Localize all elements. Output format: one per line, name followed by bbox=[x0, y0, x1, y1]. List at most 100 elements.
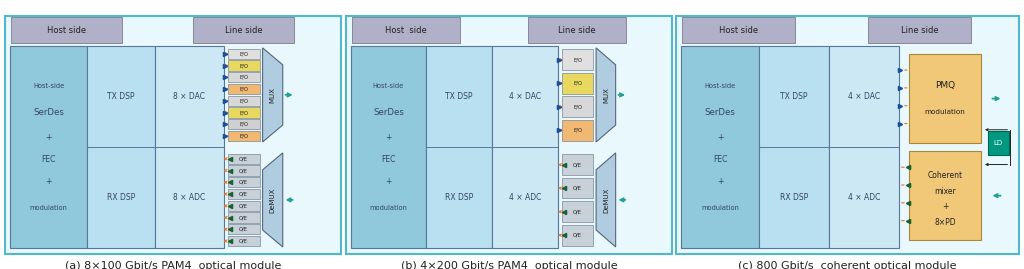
Bar bbox=[562, 201, 593, 222]
Bar bbox=[562, 225, 593, 246]
Bar bbox=[227, 154, 259, 164]
Text: E/O: E/O bbox=[573, 57, 582, 62]
Text: DeMUX: DeMUX bbox=[269, 187, 275, 213]
Text: E/O: E/O bbox=[239, 51, 248, 56]
Text: Host-side: Host-side bbox=[705, 83, 736, 90]
Bar bbox=[227, 224, 259, 235]
Text: +: + bbox=[717, 177, 723, 186]
Bar bbox=[227, 177, 259, 187]
Bar bbox=[988, 131, 1009, 155]
Bar bbox=[562, 49, 593, 70]
Text: RX DSP: RX DSP bbox=[108, 193, 135, 202]
Text: RX DSP: RX DSP bbox=[444, 193, 473, 202]
Bar bbox=[227, 131, 259, 141]
Text: (c) 800 Gbit/s  coherent optical module: (c) 800 Gbit/s coherent optical module bbox=[738, 261, 956, 269]
Text: modulation: modulation bbox=[701, 205, 739, 211]
Text: Host-side: Host-side bbox=[373, 83, 404, 90]
Text: PMQ: PMQ bbox=[935, 81, 955, 90]
Text: MUX: MUX bbox=[603, 87, 609, 103]
Bar bbox=[227, 72, 259, 83]
Text: E/O: E/O bbox=[239, 122, 248, 127]
Text: E/O: E/O bbox=[239, 75, 248, 80]
Bar bbox=[682, 17, 796, 43]
Text: O/E: O/E bbox=[573, 186, 582, 191]
Text: 8 × DAC: 8 × DAC bbox=[173, 92, 206, 101]
Text: Host-side: Host-side bbox=[33, 83, 65, 90]
Bar bbox=[10, 46, 87, 248]
Text: +: + bbox=[385, 133, 391, 141]
Bar bbox=[227, 49, 259, 59]
Text: Line side: Line side bbox=[225, 26, 262, 35]
Bar bbox=[156, 46, 223, 248]
Text: O/E: O/E bbox=[239, 180, 248, 185]
Bar bbox=[562, 96, 593, 117]
Text: RX DSP: RX DSP bbox=[780, 193, 808, 202]
Text: LD: LD bbox=[993, 140, 1002, 146]
Bar bbox=[227, 212, 259, 223]
Text: Coherent: Coherent bbox=[928, 171, 963, 180]
Bar bbox=[227, 84, 259, 94]
Bar bbox=[829, 46, 899, 248]
Polygon shape bbox=[596, 153, 615, 247]
Text: modulation: modulation bbox=[30, 205, 68, 211]
Bar bbox=[562, 178, 593, 199]
Text: FEC: FEC bbox=[381, 155, 395, 164]
Text: Host  side: Host side bbox=[385, 26, 427, 35]
Bar bbox=[227, 189, 259, 199]
Text: Line side: Line side bbox=[900, 26, 938, 35]
Text: 4 × ADC: 4 × ADC bbox=[848, 193, 880, 202]
Polygon shape bbox=[262, 153, 283, 247]
Bar bbox=[562, 154, 593, 175]
Bar bbox=[681, 46, 760, 248]
Bar bbox=[352, 17, 460, 43]
Text: (a) 8×100 Gbit/s PAM4  optical module: (a) 8×100 Gbit/s PAM4 optical module bbox=[65, 261, 282, 269]
Bar bbox=[528, 17, 626, 43]
Text: FEC: FEC bbox=[41, 155, 56, 164]
Bar bbox=[676, 16, 1019, 254]
Text: O/E: O/E bbox=[573, 209, 582, 214]
Text: O/E: O/E bbox=[239, 215, 248, 220]
Text: DeMUX: DeMUX bbox=[603, 187, 609, 213]
Bar bbox=[227, 95, 259, 106]
Text: O/E: O/E bbox=[573, 233, 582, 238]
Text: E/O: E/O bbox=[239, 87, 248, 91]
Text: modulation: modulation bbox=[925, 109, 966, 115]
Text: E/O: E/O bbox=[239, 98, 248, 103]
Text: E/O: E/O bbox=[573, 128, 582, 133]
Bar bbox=[562, 120, 593, 140]
Text: Host side: Host side bbox=[719, 26, 758, 35]
Bar bbox=[5, 16, 341, 254]
Text: O/E: O/E bbox=[573, 162, 582, 167]
Text: O/E: O/E bbox=[239, 168, 248, 173]
Bar bbox=[11, 17, 122, 43]
Bar bbox=[909, 151, 981, 240]
Text: 8×PD: 8×PD bbox=[934, 218, 955, 227]
Text: +: + bbox=[45, 133, 52, 141]
Bar bbox=[227, 201, 259, 211]
Bar bbox=[194, 17, 294, 43]
Text: E/O: E/O bbox=[239, 134, 248, 139]
Bar bbox=[227, 60, 259, 71]
Text: FEC: FEC bbox=[713, 155, 727, 164]
Polygon shape bbox=[262, 48, 283, 142]
Text: modulation: modulation bbox=[370, 205, 408, 211]
Bar bbox=[87, 46, 156, 248]
Text: 4 × ADC: 4 × ADC bbox=[509, 193, 541, 202]
Bar bbox=[227, 165, 259, 176]
Text: Line side: Line side bbox=[558, 26, 596, 35]
Text: O/E: O/E bbox=[239, 192, 248, 197]
Bar bbox=[227, 119, 259, 129]
Text: TX DSP: TX DSP bbox=[108, 92, 135, 101]
Text: E/O: E/O bbox=[573, 104, 582, 109]
Text: SerDes: SerDes bbox=[33, 108, 65, 117]
Polygon shape bbox=[596, 48, 615, 142]
Bar bbox=[909, 54, 981, 143]
Text: TX DSP: TX DSP bbox=[445, 92, 472, 101]
Text: mixer: mixer bbox=[934, 187, 956, 196]
Text: 4 × DAC: 4 × DAC bbox=[848, 92, 880, 101]
Text: O/E: O/E bbox=[239, 203, 248, 208]
Bar bbox=[227, 107, 259, 118]
Text: O/E: O/E bbox=[239, 156, 248, 161]
Text: 4 × DAC: 4 × DAC bbox=[509, 92, 541, 101]
Text: Host side: Host side bbox=[47, 26, 86, 35]
